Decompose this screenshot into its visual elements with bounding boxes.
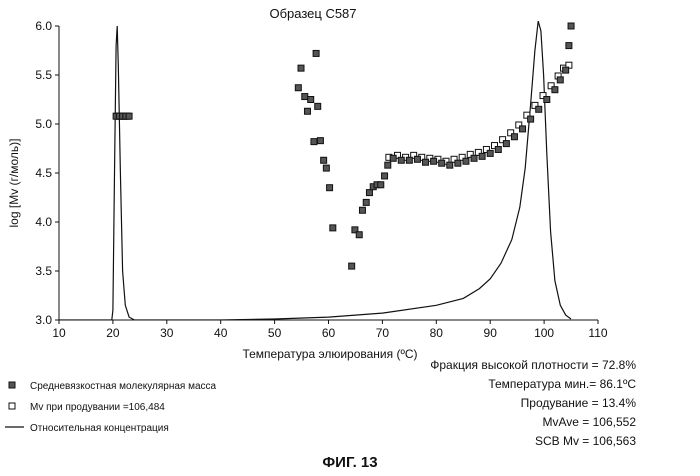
stat-high-density-fraction: Фракция высокой плотности = 72.8% (430, 358, 636, 372)
viscosity-mw-point (494, 145, 502, 153)
viscosity-mw-point (405, 156, 413, 164)
x-tick-label: 20 (106, 326, 120, 340)
x-tick-label: 70 (376, 326, 390, 340)
legend: Средневязкостная молекулярная масса Mv пр… (5, 381, 217, 434)
viscosity-mw-point (377, 181, 385, 189)
viscosity-mw-point (519, 125, 527, 133)
x-tick-label: 60 (322, 326, 336, 340)
viscosity-mw-point (470, 154, 478, 162)
purge-mv-point (491, 142, 499, 150)
viscosity-mw-point (562, 66, 570, 74)
viscosity-mw-point (567, 22, 575, 30)
viscosity-mw-point (358, 206, 366, 214)
purge-mv-point (523, 111, 531, 119)
viscosity-mw-point (307, 96, 315, 103)
x-tick-label: 10 (52, 326, 66, 340)
stat-mv-ave: MvAve = 106,552 (542, 415, 636, 429)
viscosity-mw-point (320, 156, 328, 164)
viscosity-mw-point (565, 42, 573, 50)
purge-mv-point (410, 151, 418, 159)
x-axis-label: Температура элюирования (ºC) (242, 347, 417, 361)
x-tick-label: 90 (484, 326, 498, 340)
y-tick-label: 3.5 (35, 264, 52, 278)
plot-area: 10 20 30 40 50 60 70 80 90 100 110 3.0 3.5 4.0 4.5 5.0 5… (35, 19, 608, 340)
concentration-line (59, 20, 572, 320)
legend-label-purge-mv: Mv при продувании =106,484 (30, 402, 165, 413)
viscosity-mw-point (413, 155, 421, 163)
legend-marker-filled (8, 381, 16, 389)
purge-mv-point (482, 145, 490, 153)
purge-mv-point (507, 129, 515, 137)
viscosity-mw-point (362, 198, 370, 206)
viscosity-mw-point (454, 159, 462, 167)
y-tick-label: 5.0 (35, 117, 52, 131)
viscosity-mw-point (389, 154, 397, 162)
y-tick-label: 3.0 (35, 313, 52, 327)
purge-mv-point (531, 101, 539, 109)
figure-caption: ФИГ. 13 (322, 454, 378, 471)
viscosity-mw-point (384, 161, 392, 169)
viscosity-mw-point (510, 133, 518, 141)
viscosity-mw-point (297, 64, 305, 72)
viscosity-mw-point (381, 172, 389, 180)
viscosity-mw-point (326, 184, 334, 192)
y-tick-label: 6.0 (35, 19, 52, 33)
viscosity-mw-point (438, 159, 446, 167)
y-tick-label: 5.5 (35, 68, 52, 82)
viscosity-mw-point (502, 140, 510, 148)
purge-mv-point (458, 153, 466, 161)
y-axis-label: log [Mv (г/моль)] (7, 139, 21, 228)
viscosity-mw-point (486, 149, 494, 157)
purge-mv-point (474, 148, 482, 156)
viscosity-mw-point (556, 76, 564, 84)
viscosity-mw-point (422, 158, 430, 166)
viscosity-mw-point (314, 102, 322, 110)
x-tick-label: 100 (534, 326, 554, 340)
viscosity-mw-point (322, 164, 330, 172)
stat-min-temperature: Температура мин.= 86.1ºC (488, 377, 636, 391)
viscosity-mw-point (527, 115, 535, 123)
y-tick-label: 4.5 (35, 166, 52, 180)
viscosity-mw-point (301, 93, 309, 101)
viscosity-mw-point (446, 161, 454, 169)
viscosity-mw-point (462, 157, 470, 165)
viscosity-mw-point (430, 157, 438, 165)
purge-mv-point (515, 121, 523, 129)
viscosity-mw-point (365, 189, 373, 197)
viscosity-mw-point (348, 262, 356, 270)
purge-mv-point (547, 82, 555, 90)
viscosity-mw-point (310, 138, 318, 146)
viscosity-mw-point (312, 49, 320, 57)
chart-title: Образец С587 (269, 6, 356, 21)
x-tick-label: 50 (268, 326, 282, 340)
viscosity-mw-point (316, 137, 324, 145)
y-tick-label: 4.0 (35, 215, 52, 229)
stat-scb-mv: SCB Mv = 106,563 (534, 434, 636, 448)
viscosity-mw-point (478, 152, 486, 160)
purge-mv-point (499, 136, 507, 144)
purge-mv-point (466, 150, 474, 158)
x-tick-label: 80 (430, 326, 444, 340)
viscosity-mw-point (535, 105, 543, 113)
legend-label-viscosity-mw: Средневязкостная молекулярная масса (30, 381, 217, 392)
viscosity-mw-point (125, 112, 133, 120)
x-tick-label: 110 (588, 326, 607, 340)
viscosity-mw-point (351, 226, 359, 234)
purge-mv-point (539, 92, 547, 100)
viscosity-mw-point (397, 156, 405, 164)
viscosity-mw-point (303, 107, 311, 115)
viscosity-mw-point (294, 84, 302, 92)
viscosity-mw-point (329, 224, 337, 232)
purge-mv-point (450, 155, 458, 163)
legend-marker-open (8, 402, 16, 410)
legend-label-concentration: Относительная концентрация (30, 423, 169, 434)
x-tick-label: 30 (160, 326, 174, 340)
x-tick-label: 40 (214, 326, 228, 340)
viscosity-mw-point (543, 96, 551, 103)
stat-purge: Продувание = 13.4% (520, 396, 636, 410)
viscosity-mw-point (551, 86, 559, 94)
viscosity-mw-point (355, 231, 363, 239)
